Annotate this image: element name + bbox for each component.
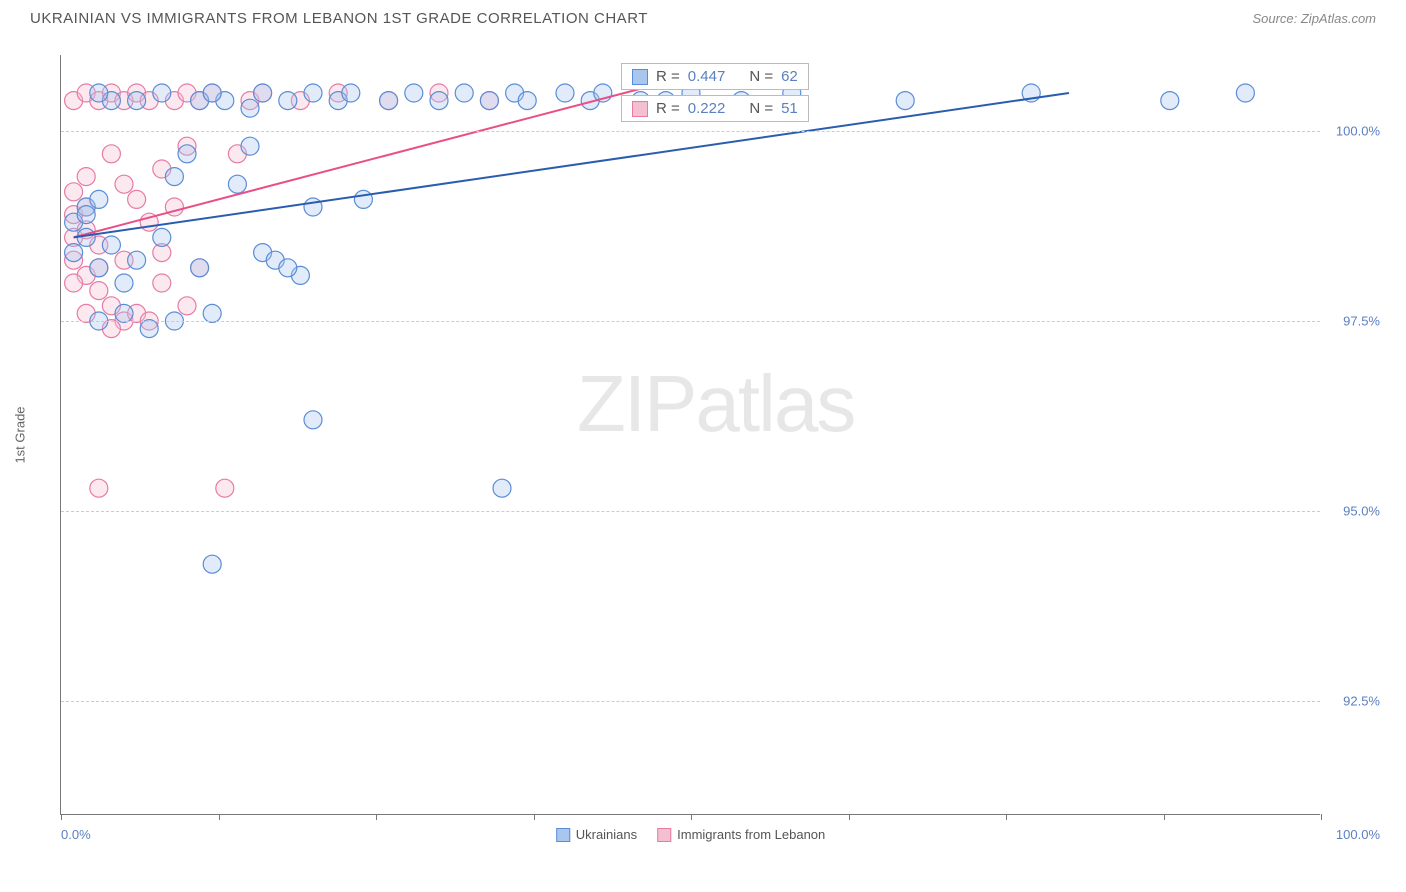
data-point: [102, 145, 120, 163]
data-point: [203, 555, 221, 573]
legend-label-series1: Ukrainians: [576, 827, 637, 842]
data-point: [65, 244, 83, 262]
x-tick: [691, 814, 692, 820]
data-point: [90, 190, 108, 208]
stat-n-label: N =: [749, 68, 773, 85]
data-point: [241, 137, 259, 155]
data-point: [153, 274, 171, 292]
data-point: [430, 92, 448, 110]
data-point: [203, 304, 221, 322]
stat-r-value-2: 0.222: [688, 100, 726, 117]
legend-swatch-series1: [556, 828, 570, 842]
data-point: [405, 84, 423, 102]
trend-line: [74, 93, 1069, 237]
data-point: [216, 479, 234, 497]
legend-item-series2: Immigrants from Lebanon: [657, 827, 825, 842]
data-point: [178, 297, 196, 315]
legend: Ukrainians Immigrants from Lebanon: [556, 827, 826, 842]
data-point: [115, 274, 133, 292]
x-tick: [61, 814, 62, 820]
data-point: [354, 190, 372, 208]
data-point: [480, 92, 498, 110]
gridline: [61, 701, 1320, 702]
data-point: [77, 206, 95, 224]
x-tick: [1164, 814, 1165, 820]
data-point: [342, 84, 360, 102]
data-point: [556, 84, 574, 102]
data-point: [304, 411, 322, 429]
x-axis-label-left: 0.0%: [61, 827, 91, 842]
stats-box-series1: R = 0.447 N = 62: [621, 63, 809, 90]
stat-r-value-1: 0.447: [688, 68, 726, 85]
plot-area: ZIPatlas R = 0.447 N = 62 R = 0.222 N = …: [60, 55, 1320, 815]
data-point: [896, 92, 914, 110]
gridline: [61, 511, 1320, 512]
stat-n-label-2: N =: [749, 100, 773, 117]
legend-swatch-series2: [657, 828, 671, 842]
y-tick-label: 100.0%: [1336, 124, 1380, 139]
data-point: [90, 259, 108, 277]
x-tick: [376, 814, 377, 820]
data-point: [203, 84, 221, 102]
data-point: [153, 228, 171, 246]
data-point: [380, 92, 398, 110]
source-label: Source: ZipAtlas.com: [1252, 11, 1376, 26]
data-point: [65, 183, 83, 201]
stat-r-label: R =: [656, 68, 680, 85]
data-point: [178, 145, 196, 163]
x-tick: [1006, 814, 1007, 820]
data-point: [493, 479, 511, 497]
stats-swatch-series2: [632, 101, 648, 117]
data-point: [90, 479, 108, 497]
x-tick: [1321, 814, 1322, 820]
chart-title: UKRAINIAN VS IMMIGRANTS FROM LEBANON 1ST…: [30, 10, 648, 27]
gridline: [61, 321, 1320, 322]
data-point: [191, 259, 209, 277]
data-point: [304, 84, 322, 102]
stat-n-value-2: 51: [781, 100, 798, 117]
data-point: [153, 84, 171, 102]
x-tick: [219, 814, 220, 820]
data-point: [165, 168, 183, 186]
legend-item-series1: Ukrainians: [556, 827, 637, 842]
data-point: [90, 84, 108, 102]
y-tick-label: 95.0%: [1343, 504, 1380, 519]
x-tick: [849, 814, 850, 820]
data-point: [254, 84, 272, 102]
x-axis-label-right: 100.0%: [1336, 827, 1380, 842]
data-point: [228, 175, 246, 193]
data-point: [455, 84, 473, 102]
y-axis-label: 1st Grade: [13, 406, 28, 463]
data-point: [279, 92, 297, 110]
x-tick: [534, 814, 535, 820]
legend-label-series2: Immigrants from Lebanon: [677, 827, 825, 842]
data-point: [65, 274, 83, 292]
data-point: [77, 168, 95, 186]
data-point: [1236, 84, 1254, 102]
data-point: [304, 198, 322, 216]
data-point: [90, 282, 108, 300]
stats-swatch-series1: [632, 69, 648, 85]
data-point: [241, 99, 259, 117]
data-point: [128, 92, 146, 110]
y-tick-label: 97.5%: [1343, 314, 1380, 329]
stat-n-value-1: 62: [781, 68, 798, 85]
chart-container: 1st Grade ZIPatlas R = 0.447 N = 62 R = …: [50, 55, 1380, 815]
data-point: [102, 236, 120, 254]
data-point: [140, 320, 158, 338]
data-point: [115, 175, 133, 193]
data-point: [1161, 92, 1179, 110]
y-tick-label: 92.5%: [1343, 694, 1380, 709]
gridline: [61, 131, 1320, 132]
data-point: [128, 190, 146, 208]
data-point: [128, 251, 146, 269]
data-point: [518, 92, 536, 110]
stats-box-series2: R = 0.222 N = 51: [621, 95, 809, 122]
data-point: [279, 259, 297, 277]
data-point: [115, 304, 133, 322]
stat-r-label-2: R =: [656, 100, 680, 117]
